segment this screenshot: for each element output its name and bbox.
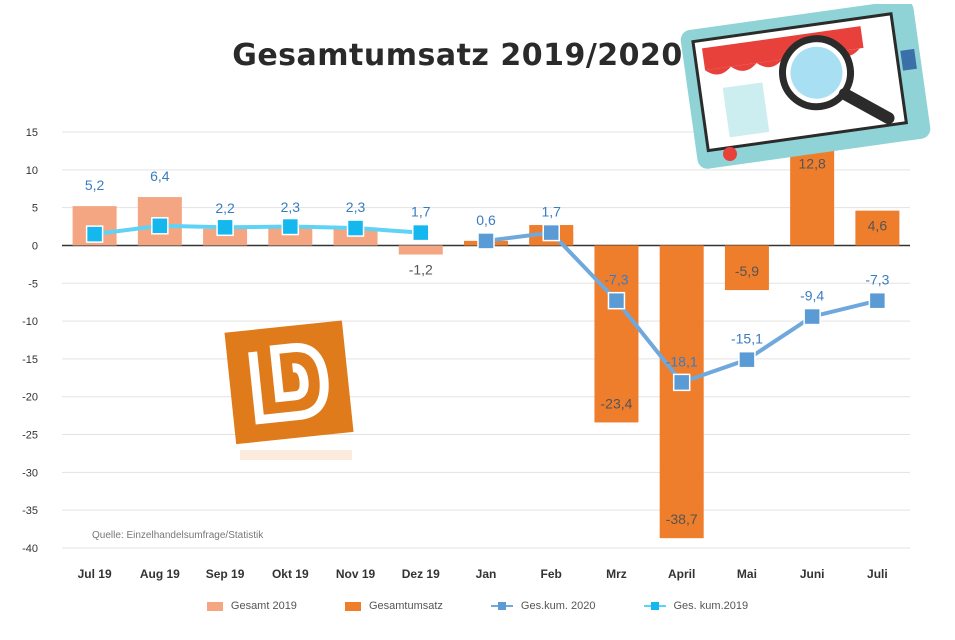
x-tick-label: Mai	[737, 567, 757, 581]
y-tick-label: 0	[32, 240, 38, 252]
data-labels: 5,2 6,4 2,2 2,3 2,3 1,7 -1,2 0,6 1,7 -7,3 -23,4 -18…	[85, 156, 890, 528]
data-label: 2,3	[346, 199, 366, 215]
data-label: -18,1	[666, 353, 698, 369]
data-label: -7,3	[865, 272, 889, 288]
line-point	[607, 291, 626, 310]
data-label: 6,4	[150, 168, 170, 184]
x-tick-label: Juli	[867, 567, 888, 581]
line-point	[803, 307, 821, 326]
y-tick-label: -15	[22, 354, 38, 366]
legend-label: Ges.kum. 2020	[520, 600, 596, 612]
y-tick-label: -10	[22, 316, 38, 328]
data-label: 1,7	[541, 204, 561, 220]
legend-item-gesamtumsatz: Gesamtumsatz	[344, 600, 443, 612]
data-label: 5,2	[85, 177, 105, 193]
shop-magnifier-illustration	[680, 4, 931, 169]
bar	[659, 245, 704, 539]
line-point	[542, 223, 560, 242]
line-point	[281, 217, 300, 236]
data-label: 2,2	[215, 200, 235, 216]
logo-d-mark	[248, 343, 329, 425]
data-label: 2,3	[281, 199, 301, 215]
gridlines	[62, 131, 910, 549]
data-label: -38,7	[666, 511, 698, 527]
line-point	[412, 223, 430, 242]
y-tick-label: 10	[26, 165, 38, 177]
data-label: -9,4	[800, 288, 824, 304]
x-tick-label: Juni	[800, 567, 825, 581]
line-point	[151, 217, 169, 235]
logo-square	[224, 320, 354, 445]
data-label: 0,6	[476, 212, 496, 228]
y-axis-ticks: 15 10 5 0 -5 -10 -15 -20 -25 -30 -35 -40	[22, 127, 38, 555]
data-label: 1,7	[411, 204, 431, 220]
x-tick-label: April	[668, 567, 695, 581]
x-axis-ticks: Jul 19 Aug 19 Sep 19 Okt 19 Nov 19 Dez 19 Jan F…	[78, 567, 888, 581]
lines	[85, 217, 887, 392]
bars	[72, 148, 900, 539]
bar	[855, 210, 900, 246]
data-label: 12,8	[799, 156, 826, 172]
series-line	[94, 223, 421, 237]
bar	[203, 228, 248, 246]
legend-swatch	[206, 601, 223, 611]
x-tick-label: Jan	[476, 567, 497, 581]
bar	[398, 245, 443, 255]
logo-reflection	[240, 450, 352, 460]
legend-label: Gesamtumsatz	[368, 600, 443, 612]
chart-title: Gesamtumsatz 2019/2020	[232, 38, 683, 73]
legend: Gesamt 2019 Gesamtumsatz Ges.kum. 2020 G…	[0, 600, 955, 612]
line-point	[672, 373, 691, 392]
bar	[268, 228, 313, 246]
data-label: -1,2	[409, 262, 433, 278]
line-point	[85, 225, 104, 243]
bar	[594, 245, 639, 423]
y-tick-label: -20	[22, 392, 38, 404]
legend-swatch	[490, 601, 513, 611]
line-point	[868, 291, 887, 310]
legend-item-gesamt-2019: Gesamt 2019	[206, 600, 297, 612]
line-point	[477, 232, 495, 250]
legend-swatch	[344, 601, 361, 611]
legend-item-ges-kum-2020: Ges.kum. 2020	[490, 600, 596, 612]
line-point	[216, 218, 234, 237]
y-tick-label: -5	[28, 278, 38, 290]
x-tick-label: Okt 19	[272, 567, 309, 581]
legend-item-ges-kum-2019: Ges. kum.2019	[643, 600, 749, 612]
y-tick-label: 5	[32, 203, 38, 215]
bar	[790, 148, 835, 246]
data-label: 4,6	[868, 218, 888, 234]
x-tick-label: Mrz	[606, 567, 627, 581]
x-tick-label: Sep 19	[206, 567, 245, 581]
x-tick-label: Jul 19	[78, 567, 112, 581]
company-logo	[224, 320, 354, 460]
legend-label: Ges. kum.2019	[673, 600, 749, 612]
x-tick-label: Nov 19	[336, 567, 376, 581]
line-point	[346, 219, 365, 237]
legend-swatch	[643, 601, 666, 611]
line-point	[738, 350, 756, 369]
source-note: Quelle: Einzelhandelsumfrage/Statistik	[92, 530, 264, 541]
x-tick-label: Aug 19	[140, 567, 180, 581]
y-tick-label: -30	[22, 467, 38, 479]
x-tick-label: Feb	[541, 567, 562, 581]
data-label: -23,4	[601, 395, 633, 411]
y-tick-label: -35	[22, 505, 38, 517]
data-label: -5,9	[735, 263, 759, 279]
y-tick-label: 15	[26, 127, 38, 139]
data-label: -7,3	[604, 272, 628, 288]
x-tick-label: Dez 19	[402, 567, 440, 581]
y-tick-label: -25	[22, 430, 38, 442]
bar	[724, 245, 769, 291]
y-tick-label: -40	[22, 543, 38, 555]
legend-label: Gesamt 2019	[230, 600, 297, 612]
data-label: -15,1	[731, 331, 763, 347]
